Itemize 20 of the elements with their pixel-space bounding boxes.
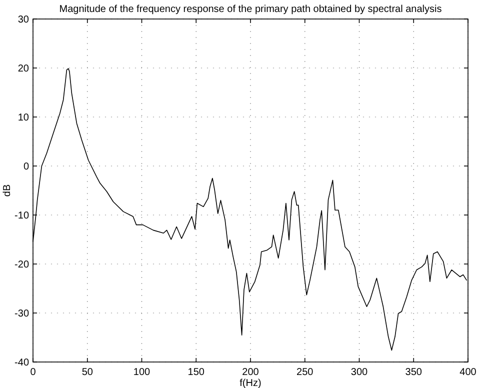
x-tick-label: 400	[460, 367, 477, 378]
y-tick-label: 0	[23, 162, 30, 172]
chart-title: Magnitude of the frequency response of the primary path obtained by spectral analysis	[59, 4, 442, 15]
y-tick-label: 10	[18, 112, 30, 124]
x-tick-label: 50	[82, 367, 94, 378]
x-axis-title: f(Hz)	[240, 378, 262, 388]
y-tick-label: 30	[18, 14, 30, 26]
y-tick-label: -30	[14, 308, 30, 320]
x-tick-label: 100	[133, 367, 151, 378]
x-tick-label: 300	[350, 367, 368, 378]
x-tick-label: 200	[242, 367, 260, 378]
y-tick-label: -20	[14, 260, 30, 270]
y-tick-label: -10	[14, 210, 30, 222]
x-tick-label: 250	[296, 367, 314, 378]
x-tick-label: 0	[30, 367, 36, 378]
y-tick-label: -40	[14, 358, 30, 368]
y-axis-title: dB	[2, 184, 13, 197]
y-tick-label: 20	[18, 64, 30, 74]
x-tick-label: 350	[405, 367, 422, 378]
x-tick-label: 150	[188, 367, 205, 378]
